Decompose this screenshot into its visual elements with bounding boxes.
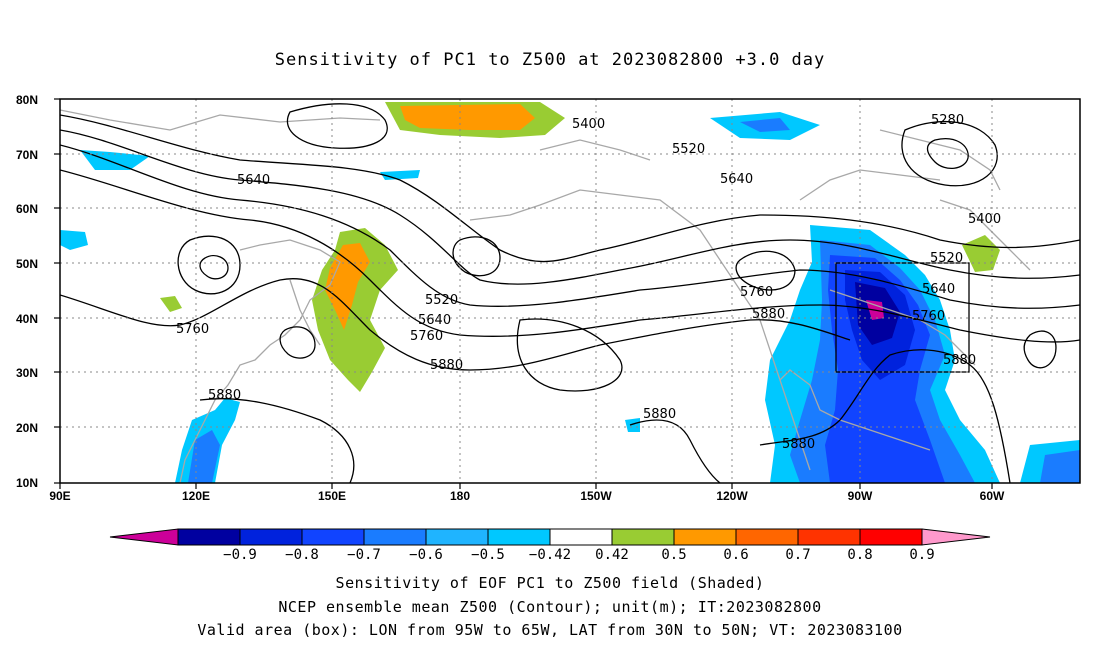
contour-label: 5400 [968,212,1001,227]
map-area: 5400 5520 5640 5280 5640 5400 5520 5640 … [60,99,1080,483]
colorbar-swatch [177,528,241,546]
colorbar-tick-label: −0.6 [409,547,443,563]
colorbar-tick-label: −0.5 [471,547,505,563]
map-frame [59,98,1081,484]
lat-label: 70N [16,148,38,162]
colorbar-swatch [487,528,551,546]
lon-label: 60W [980,489,1005,503]
colorbar-tick-label: 0.5 [661,547,686,563]
colorbar-swatch [363,528,427,546]
colorbar-max-triangle [921,528,991,546]
contour-label: 5880 [643,407,676,422]
lat-label: 30N [16,366,38,380]
lon-label: 150W [580,489,612,503]
lat-label: 40N [16,312,38,326]
colorbar-tick-label: 0.6 [723,547,748,563]
shade-atlantic-blue2 [1040,450,1080,483]
colorbar-tick-label: −0.42 [529,547,571,563]
shade-kamchatka-orange [325,243,370,330]
lat-label: 20N [16,421,38,435]
lat-label: 10N [16,476,38,490]
colorbar-swatch [425,528,489,546]
contour-label: 5640 [922,282,955,297]
shade-small-blue [380,170,420,180]
lon-label: 180 [450,489,470,503]
colorbar-swatch [239,528,303,546]
contour-label: 5880 [752,307,785,322]
contour-label: 5880 [208,388,241,403]
lon-label: 150E [318,489,346,503]
contour-labels: 5400 5520 5640 5280 5640 5400 5520 5640 … [176,113,1001,452]
contour-label: 5520 [425,293,458,308]
colorbar-swatch [735,528,799,546]
shade-pacific-blue [625,418,640,432]
colorbar-tick-label: 0.7 [785,547,810,563]
shade-small-green [160,296,182,312]
shaded-field [60,102,1080,483]
contour-label: 5280 [931,113,964,128]
colorbar-swatch [549,528,613,546]
colorbar-tick-label: −0.7 [347,547,381,563]
contour-label: 5760 [740,285,773,300]
colorbar [109,528,991,546]
caption-line-2: NCEP ensemble mean Z500 (Contour); unit(… [278,598,822,616]
contour-label: 5640 [720,172,753,187]
shade-arctic-blue3 [740,118,790,132]
colorbar-swatch [797,528,861,546]
gridlines [60,99,1080,483]
caption-line-3: Valid area (box): LON from 95W to 65W, L… [197,621,903,639]
colorbar-tick-label: −0.8 [285,547,319,563]
shade-greenland-green [962,235,1000,272]
contour-label: 5640 [418,313,451,328]
contour-label: 5520 [672,142,705,157]
colorbar-tick-label: 0.42 [595,547,629,563]
lon-labels: 90E 120E 150E 180 150W 120W 90W 60W [49,489,1005,503]
contour-label: 5760 [912,309,945,324]
contour-label: 5880 [943,353,976,368]
z500-contours [60,103,1080,483]
contour-label: 5520 [930,251,963,266]
shade-west-blue [60,230,88,250]
contour-label: 5880 [782,437,815,452]
colorbar-tick-label: −0.9 [223,547,257,563]
lon-label: 120W [716,489,748,503]
colorbar-swatch [301,528,365,546]
shade-wpac-blue [188,430,220,483]
chart-title: Sensitivity of PC1 to Z500 at 2023082800… [274,50,826,70]
lon-label: 90W [848,489,873,503]
lat-labels: 80N 70N 60N 50N 40N 30N 20N 10N [16,93,38,490]
contour-label: 5760 [410,329,443,344]
contour-label: 5880 [430,358,463,373]
colorbar-swatch [859,528,923,546]
contour-label: 5400 [572,117,605,132]
colorbar-swatch [673,528,737,546]
lat-label: 80N [16,93,38,107]
colorbar-swatch [611,528,675,546]
colorbar-tick-labels: −0.9 −0.8 −0.7 −0.6 −0.5 −0.42 0.42 0.5 0.6 0.7 0.… [223,547,935,563]
contour-label: 5640 [237,173,270,188]
lat-label: 60N [16,202,38,216]
axis-ticks [54,98,993,489]
lon-label: 90E [49,489,70,503]
contour-label: 5760 [176,322,209,337]
shade-arctic-orange [400,104,535,130]
caption-line-1: Sensitivity of EOF PC1 to Z500 field (Sh… [335,574,765,592]
colorbar-min-triangle [109,528,179,546]
coastlines [60,109,1031,483]
lon-label: 120E [182,489,210,503]
colorbar-tick-label: 0.8 [847,547,872,563]
colorbar-tick-label: 0.9 [909,547,934,563]
lat-label: 50N [16,257,38,271]
shade-arctic-blue1 [80,150,150,170]
